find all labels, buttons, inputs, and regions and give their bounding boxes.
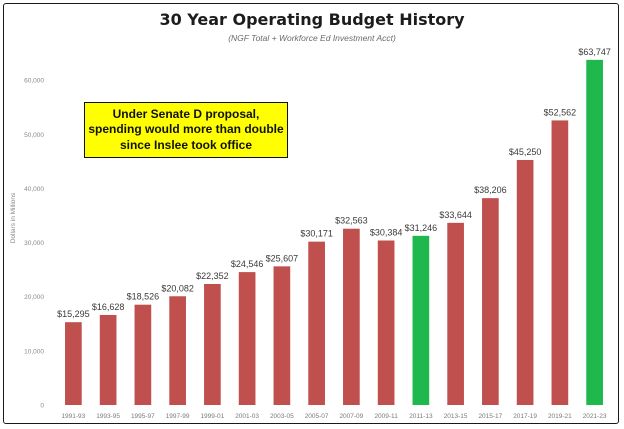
bar-2009-11	[377, 240, 395, 405]
data-label-2013-15: $33,644	[439, 210, 472, 220]
data-labels: $15,295$16,628$18,526$20,082$22,352$24,5…	[57, 47, 611, 319]
data-label-2019-21: $52,562	[544, 107, 577, 117]
x-tick-label: 2001-03	[235, 413, 259, 420]
y-tick-label: 10,000	[24, 348, 44, 355]
bar-2019-21	[551, 120, 569, 406]
x-tick-label: 2007-09	[339, 413, 363, 420]
bar-2003-05	[273, 266, 291, 405]
data-label-2007-09: $32,563	[335, 216, 368, 226]
x-tick-label: 2005-07	[305, 413, 329, 420]
y-tick-label: 60,000	[24, 78, 44, 85]
callout-line-1: Under Senate D proposal,	[112, 106, 260, 121]
x-tick-label: 2015-17	[478, 413, 502, 420]
y-tick-label: 0	[40, 403, 44, 410]
y-tick-label: 20,000	[24, 294, 44, 301]
bar-2011-13	[412, 235, 430, 405]
callout-line-3: since Inslee took office	[119, 137, 253, 152]
bar-1993-95	[99, 314, 117, 405]
bar-2001-03	[238, 272, 256, 405]
callout-line-2: spending would more than double	[88, 122, 284, 137]
data-label-1997-99: $20,082	[161, 283, 194, 293]
data-label-2003-05: $25,607	[266, 253, 299, 263]
bar-1995-97	[134, 304, 152, 405]
data-label-2005-07: $30,171	[300, 229, 333, 239]
bar-2007-09	[343, 228, 360, 405]
data-label-1993-95: $16,628	[92, 302, 125, 312]
bar-2005-07	[308, 241, 325, 405]
bar-2021-23	[586, 59, 603, 405]
x-tick-label: 1999-01	[200, 413, 224, 420]
x-tick-label: 1991-93	[61, 413, 85, 420]
chart-title: 30 Year Operating Budget History	[159, 10, 465, 29]
bar-1991-93	[65, 322, 82, 405]
x-tick-label: 1997-99	[166, 413, 190, 420]
data-label-1995-97: $18,526	[127, 292, 160, 302]
data-label-2017-19: $45,250	[509, 147, 542, 157]
data-label-1991-93: $15,295	[57, 309, 90, 319]
y-tick-label: 50,000	[24, 132, 44, 139]
bar-1997-99	[169, 296, 186, 405]
y-tick-label: 40,000	[24, 186, 44, 193]
x-tick-label: 2019-21	[548, 413, 572, 420]
callout-box: Under Senate D proposal, spending would …	[84, 102, 288, 158]
data-label-2021-23: $63,747	[578, 47, 611, 57]
data-label-2011-13: $31,246	[405, 223, 438, 233]
bar-1999-01	[204, 283, 221, 405]
y-tick-label: 30,000	[24, 240, 44, 247]
bar-2017-19	[516, 160, 534, 405]
data-label-2015-17: $38,206	[474, 185, 507, 195]
x-tick-label: 2003-05	[270, 413, 294, 420]
x-tick-label: 2017-19	[513, 413, 537, 420]
x-tick-label: 1993-95	[96, 413, 120, 420]
y-axis: 0 10,000 20,000 30,000 40,000 50,000 60,000	[24, 78, 44, 410]
x-axis: 1991-93 1993-95 1995-97 1997-99 1999-01 2001-…	[61, 413, 606, 420]
y-axis-label: Dollars in Millions	[10, 192, 17, 243]
data-label-2009-11: $30,384	[370, 227, 403, 237]
bar-2015-17	[482, 198, 499, 405]
data-label-2001-03: $24,546	[231, 259, 264, 269]
x-tick-label: 1995-97	[131, 413, 155, 420]
data-label-1999-01: $22,352	[196, 271, 229, 281]
x-tick-label: 2021-23	[583, 413, 607, 420]
chart-subtitle: (NGF Total + Workforce Ed Investment Acc…	[228, 33, 396, 43]
bar-2013-15	[447, 222, 464, 405]
x-tick-label: 2013-15	[444, 413, 468, 420]
bars	[65, 59, 603, 406]
x-tick-label: 2009-11	[374, 413, 398, 420]
x-tick-label: 2011-13	[409, 413, 433, 420]
